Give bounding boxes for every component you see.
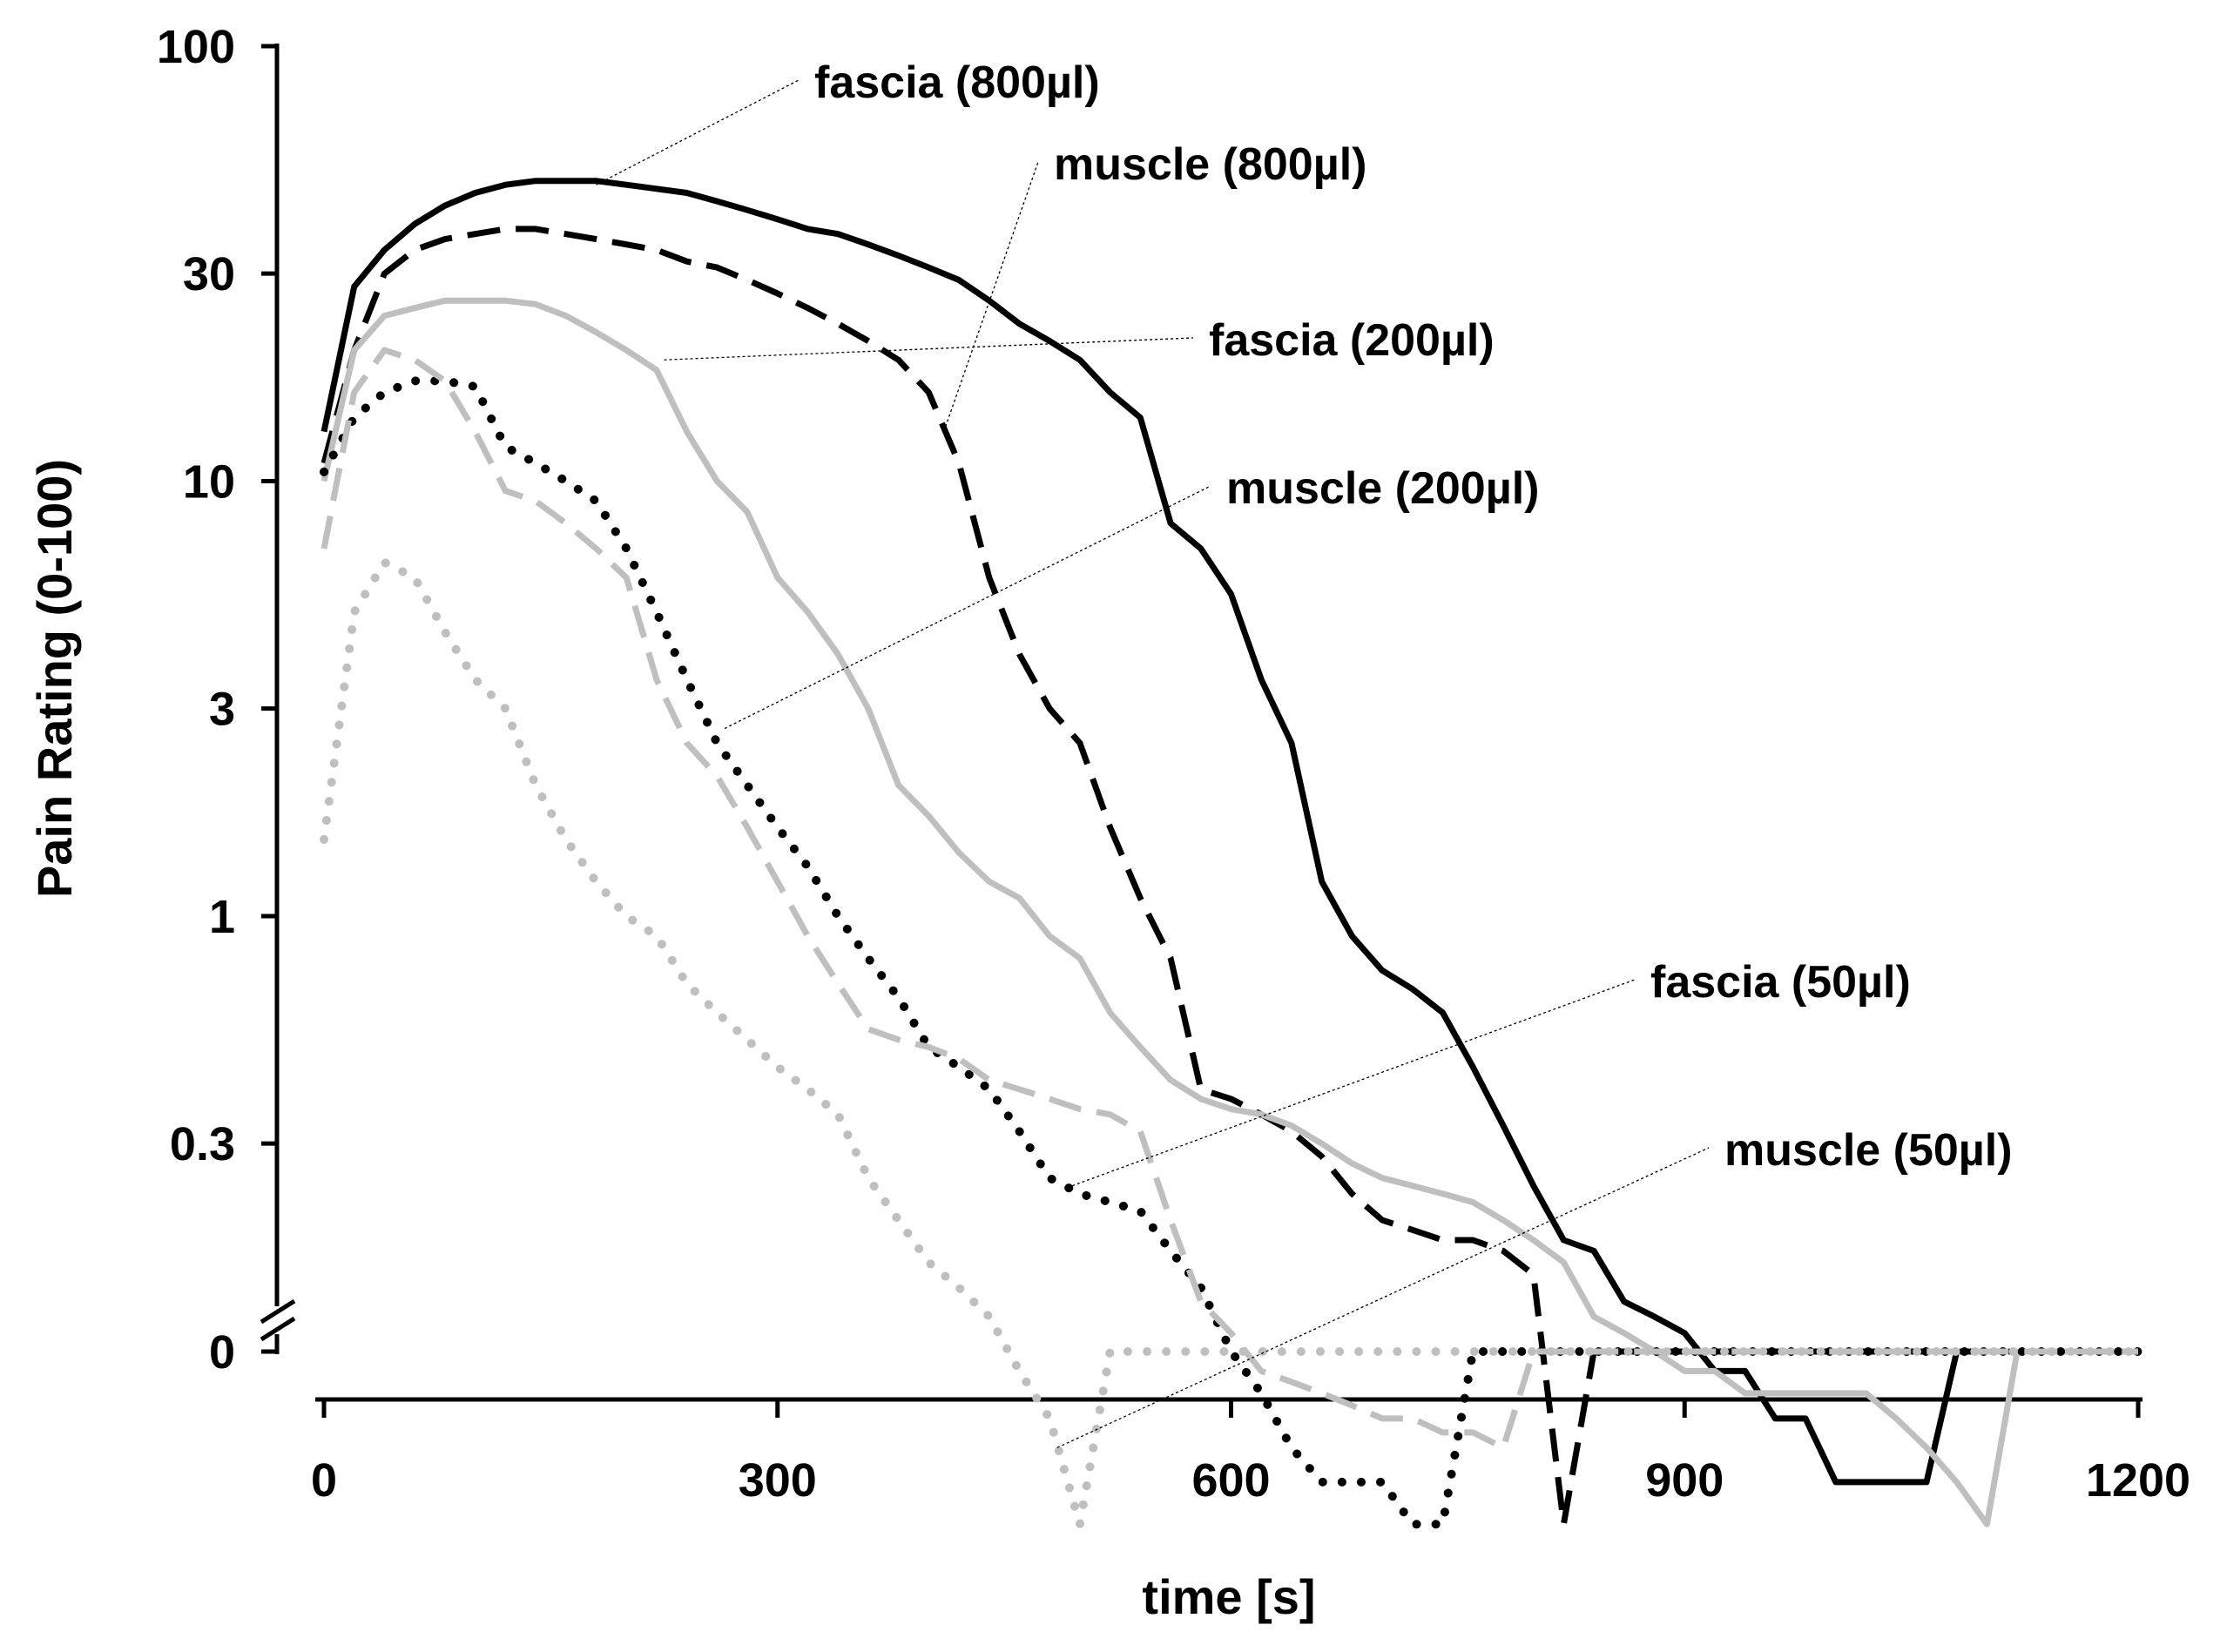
x-tick-label: 1200 [2086,1454,2190,1507]
series-label: muscle (800µl) [1054,139,1366,190]
y-tick-label: 0.3 [170,1118,235,1170]
x-tick-label: 300 [739,1454,817,1507]
series-line-5 [321,347,2138,1451]
x-tick-label: 0 [311,1454,337,1507]
y-tick-label: 30 [183,248,235,300]
label-leader-line [943,161,1039,432]
x-ticks: 0 300 600 900 1200 [311,1399,2190,1507]
y-tick-label: 0 [209,1326,235,1379]
label-leader-line [1056,1147,1710,1448]
label-leader-line [724,485,1211,730]
series-line-4 [320,376,2142,1529]
series-label: fascia (50µl) [1650,957,1911,1008]
series-label: fascia (800µl) [814,57,1100,108]
series-label: fascia (200µl) [1209,315,1495,366]
y-tick-label: 10 [183,456,235,509]
y-axis-title: Pain Rating (0-100) [27,459,82,898]
label-leader-line [1072,979,1636,1187]
series-label: muscle (200µl) [1226,463,1539,514]
series-line-3 [321,297,2138,1527]
x-axis-title: time [s] [1142,1569,1315,1624]
series-labels: fascia (800µl) muscle (800µl) fascia (200µ… [596,57,2013,1448]
label-leader-line [596,79,800,185]
series-line-6 [320,557,2142,1529]
y-tick-label: 100 [157,21,235,73]
y-ticks: 100 30 10 3 1 0.3 0 [157,21,277,1379]
series-label: muscle (50µl) [1724,1125,2013,1176]
series-layer [320,178,2142,1529]
series-line-1 [321,178,2138,1486]
axes [260,44,2142,1402]
y-tick-label: 3 [209,684,235,736]
label-leader-line [664,337,1194,361]
x-tick-label: 600 [1191,1454,1270,1507]
y-tick-label: 1 [209,891,235,943]
axis-break-icon [260,1298,296,1342]
x-tick-label: 900 [1645,1454,1724,1507]
